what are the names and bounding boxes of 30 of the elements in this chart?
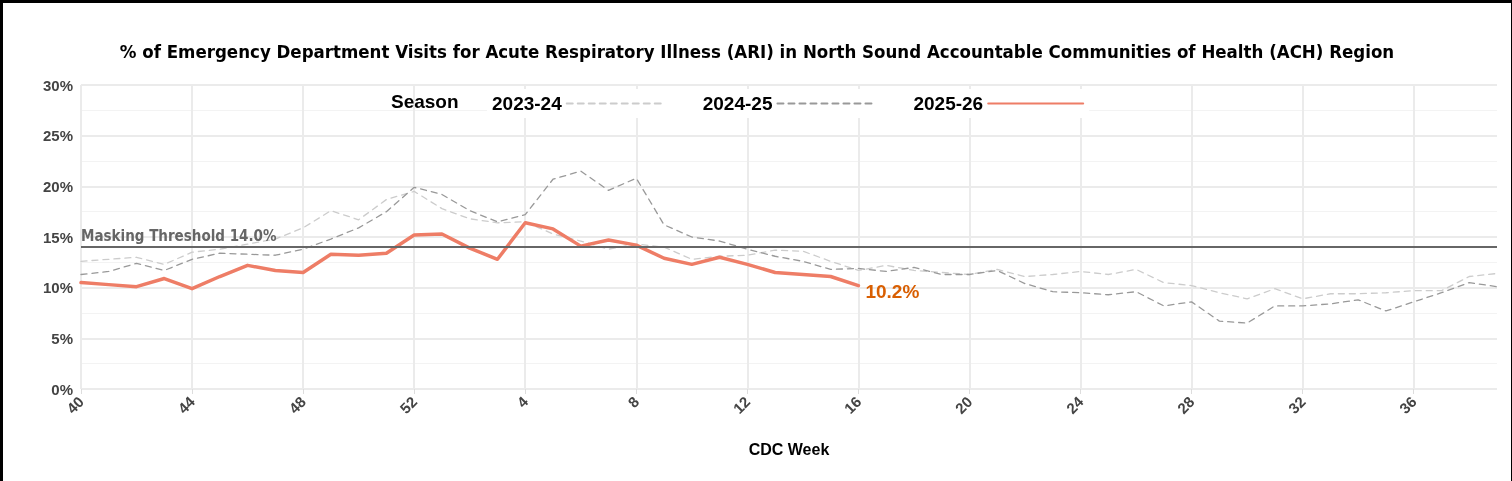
x-tick-label: 16: [840, 392, 865, 417]
ref-line-label: Masking Threshold 14.0%: [81, 226, 277, 245]
legend-label: 2023-24: [491, 93, 563, 114]
x-tick-label: 12: [729, 392, 754, 417]
x-tick-label: 48: [285, 392, 310, 417]
x-tick-label: 20: [951, 392, 976, 417]
x-tick-label: 32: [1284, 392, 1309, 417]
x-tick-label: 36: [1395, 392, 1420, 417]
line-series: [80, 190, 1498, 300]
x-tick-label: 8: [624, 392, 643, 411]
line-series: [80, 170, 1498, 324]
y-tick-label: 20%: [42, 177, 73, 195]
y-tick-label: 30%: [42, 76, 73, 94]
legend-label: 2025-26: [913, 93, 984, 114]
y-tick-label: 5%: [51, 329, 73, 347]
x-tick-label: 52: [396, 392, 421, 417]
x-axis-title: CDC Week: [748, 440, 830, 458]
x-tick-label: 4: [513, 392, 532, 411]
line-series: [79, 221, 861, 291]
legend-title: Season: [391, 91, 459, 112]
y-tick-label: 0%: [51, 380, 73, 398]
x-tick-label: 24: [1062, 392, 1088, 417]
y-tick-label: 25%: [42, 127, 73, 145]
x-tick-label: 44: [174, 392, 199, 417]
y-tick-label: 15%: [42, 228, 73, 246]
legend-label: 2024-25: [702, 93, 773, 114]
annotation: 10.2%: [865, 281, 920, 303]
x-tick-label: 28: [1173, 392, 1198, 417]
chart-title: % of Emergency Department Visits for Acute Respiratory Illness (ARI) in North Sound Accountable Communities of Health (ACH) Region: [119, 41, 1395, 62]
y-tick-label: 10%: [42, 279, 73, 297]
